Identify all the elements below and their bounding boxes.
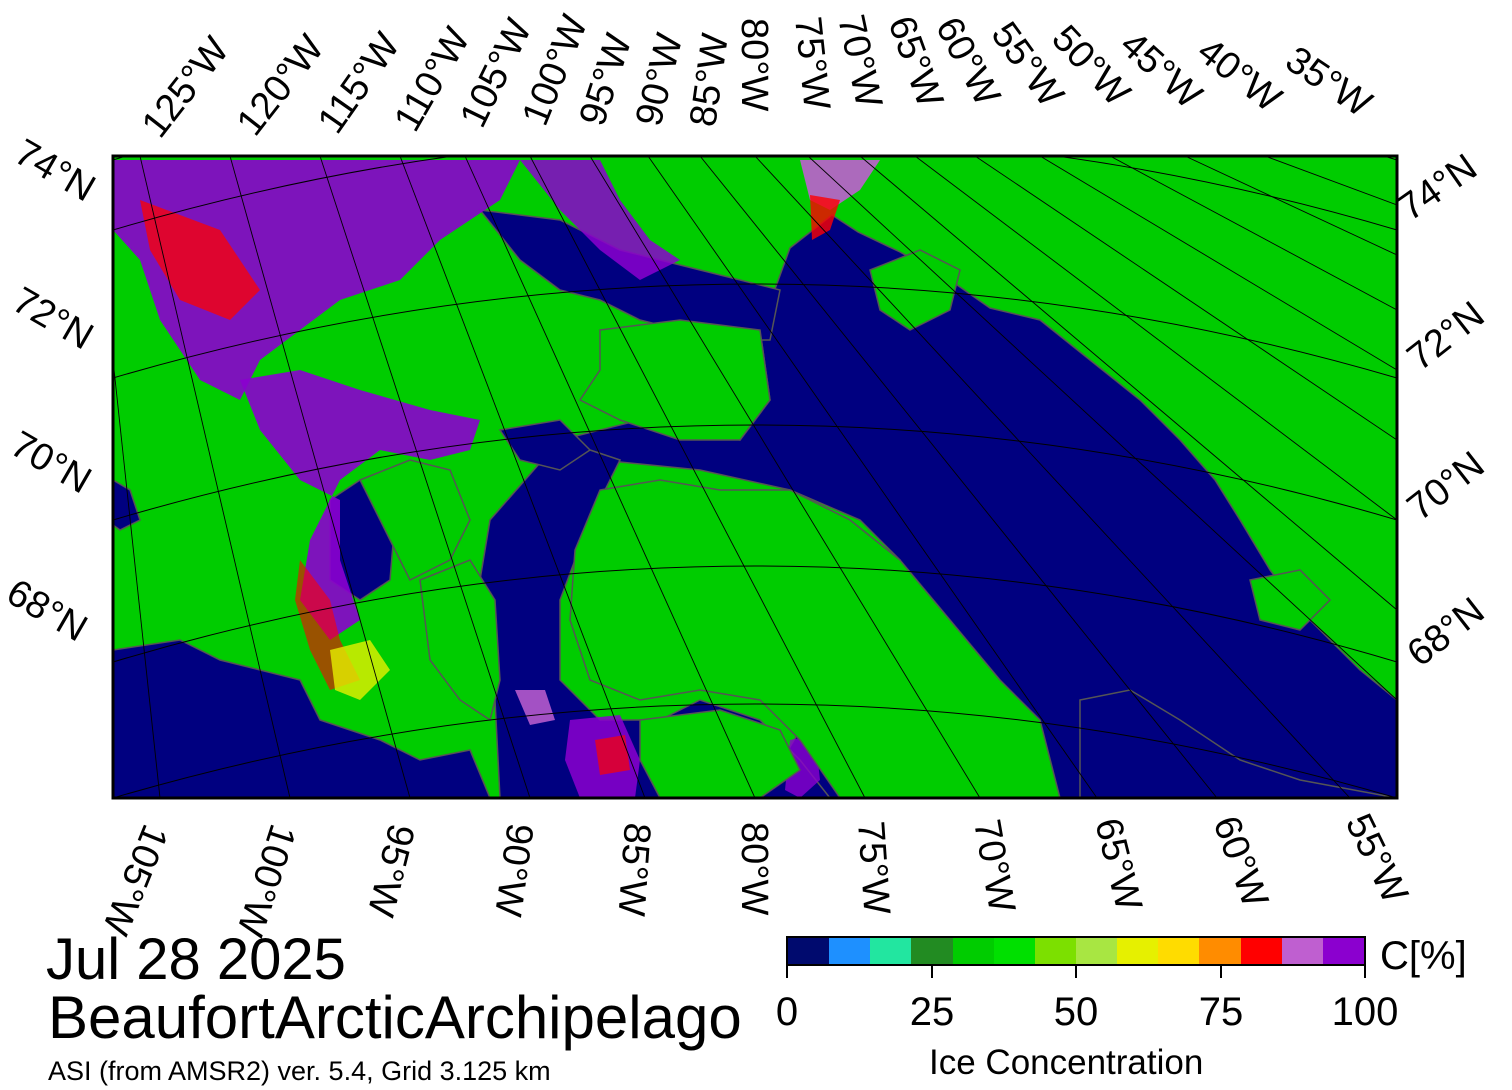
bottom-lon-label: 100°W: [228, 819, 303, 941]
bottom-lon-label: 70°W: [965, 816, 1023, 915]
bottom-lon-label: 60°W: [1205, 811, 1276, 913]
bottom-lon-label: 80°W: [733, 822, 775, 915]
top-lon-label: 85°W: [682, 31, 737, 129]
right-lat-label: 70°N: [1400, 444, 1493, 529]
colorbar-tick-label: 100: [1331, 990, 1399, 1034]
colorbar-swatch: [788, 938, 830, 964]
top-lon-label: 125°W: [134, 29, 238, 145]
gulf-of-boothia-water: [498, 419, 592, 471]
top-lon-label: 115°W: [310, 26, 409, 142]
region-name: BeaufortArcticArchipelago: [48, 984, 742, 1051]
colorbar-tick: [786, 966, 788, 978]
bottom-lon-label: 75°W: [849, 820, 897, 916]
colorbar-tick-label: 0: [775, 990, 799, 1034]
top-lon-label: 120°W: [229, 27, 333, 143]
colorbar-swatch: [1240, 938, 1282, 964]
colorbar: [786, 936, 1366, 966]
bottom-lon-label: 55°W: [1337, 808, 1416, 910]
ice-channel-yellow: [330, 640, 390, 700]
colorbar-swatch: [1199, 938, 1241, 964]
hudson-strait-water: [1079, 689, 1397, 798]
ice-north-greenland-red: [810, 195, 840, 240]
latitude-graticule: [113, 156, 1397, 798]
colorbar-tick-label: 25: [909, 990, 955, 1034]
king-william-land: [358, 459, 471, 582]
colorbar-swatch: [829, 938, 871, 964]
top-lon-label: 45°W: [1112, 23, 1210, 117]
ice-foxe-south-red: [595, 735, 630, 775]
left-lat-label: 70°N: [4, 423, 99, 502]
ice-southampton-patch: [515, 690, 555, 725]
colorbar-tick: [931, 966, 933, 978]
colorbar-tick: [1364, 966, 1366, 978]
colorbar-swatch: [1117, 938, 1159, 964]
longitude-graticule: [113, 156, 1397, 798]
left-lat-label: 72°N: [6, 279, 101, 358]
top-lon-label: 80°W: [733, 18, 775, 111]
ice-high-northwest: [113, 160, 520, 400]
top-lon-label: 40°W: [1189, 30, 1289, 121]
ice-channel-purple: [240, 370, 480, 640]
left-lat-label: 74°N: [8, 131, 103, 210]
top-lon-label: 75°W: [786, 15, 838, 112]
right-lat-label: 74°N: [1391, 146, 1485, 229]
southampton-land: [639, 709, 801, 798]
colorbar-tick-label: 50: [1053, 990, 1099, 1034]
ice-queen-elizabeth: [520, 160, 680, 280]
bottom-lon-label: 65°W: [1086, 814, 1149, 915]
right-latitude-labels: 74°N 72°N 70°N 68°N: [1391, 146, 1492, 675]
bottom-lon-label: 95°W: [359, 820, 422, 921]
top-longitude-labels: 125°W 120°W 115°W 110°W 105°W 100°W 95°W…: [134, 9, 1379, 145]
colorbar-swatch: [870, 938, 912, 964]
map-frame-border: [111, 154, 1399, 800]
bottom-lon-label: 90°W: [486, 821, 541, 919]
colorbar-swatch: [911, 938, 953, 964]
right-lat-label: 72°N: [1400, 294, 1493, 379]
colorbar-unit: C[%]: [1380, 934, 1467, 978]
colorbar-caption: Ice Concentration: [929, 1043, 1204, 1082]
colorbar-swatch: [952, 938, 994, 964]
melville-peninsula-land: [419, 559, 501, 722]
top-lon-label: 35°W: [1278, 39, 1379, 126]
right-lat-label: 68°N: [1400, 590, 1493, 675]
map-date: Jul 28 2025: [46, 927, 346, 992]
ice-mid-northwest: [140, 200, 260, 320]
coronation-gulf-water: [113, 639, 491, 798]
map-frame-content: [113, 156, 1397, 798]
data-source: ASI (from AMSR2) ver. 5.4, Grid 3.125 km: [48, 1056, 551, 1086]
left-lat-label: 68°N: [0, 571, 94, 650]
colorbar-swatch: [1281, 938, 1323, 964]
colorbar-swatch: [993, 938, 1035, 964]
colorbar-tick: [1220, 966, 1222, 978]
bottom-lon-label: 85°W: [610, 821, 658, 917]
bottom-longitude-labels: 105°W 100°W 95°W 90°W 85°W 80°W 75°W 70°…: [94, 808, 1416, 942]
devon-island-land: [578, 319, 771, 441]
colorbar-swatch: [1034, 938, 1076, 964]
disko-island-land: [1249, 569, 1332, 631]
colorbar-tick-label: 75: [1198, 990, 1244, 1034]
colorbar-swatch: [1075, 938, 1118, 964]
colorbar-tick: [1075, 966, 1077, 978]
baffin-island-land: [569, 479, 1061, 798]
colorbar-swatch: [1158, 938, 1200, 964]
top-lon-label: 55°W: [983, 15, 1072, 115]
left-latitude-labels: 74°N 72°N 70°N 68°N: [0, 131, 102, 650]
colorbar-swatch: [1322, 938, 1364, 964]
bottom-lon-label: 105°W: [94, 819, 176, 941]
